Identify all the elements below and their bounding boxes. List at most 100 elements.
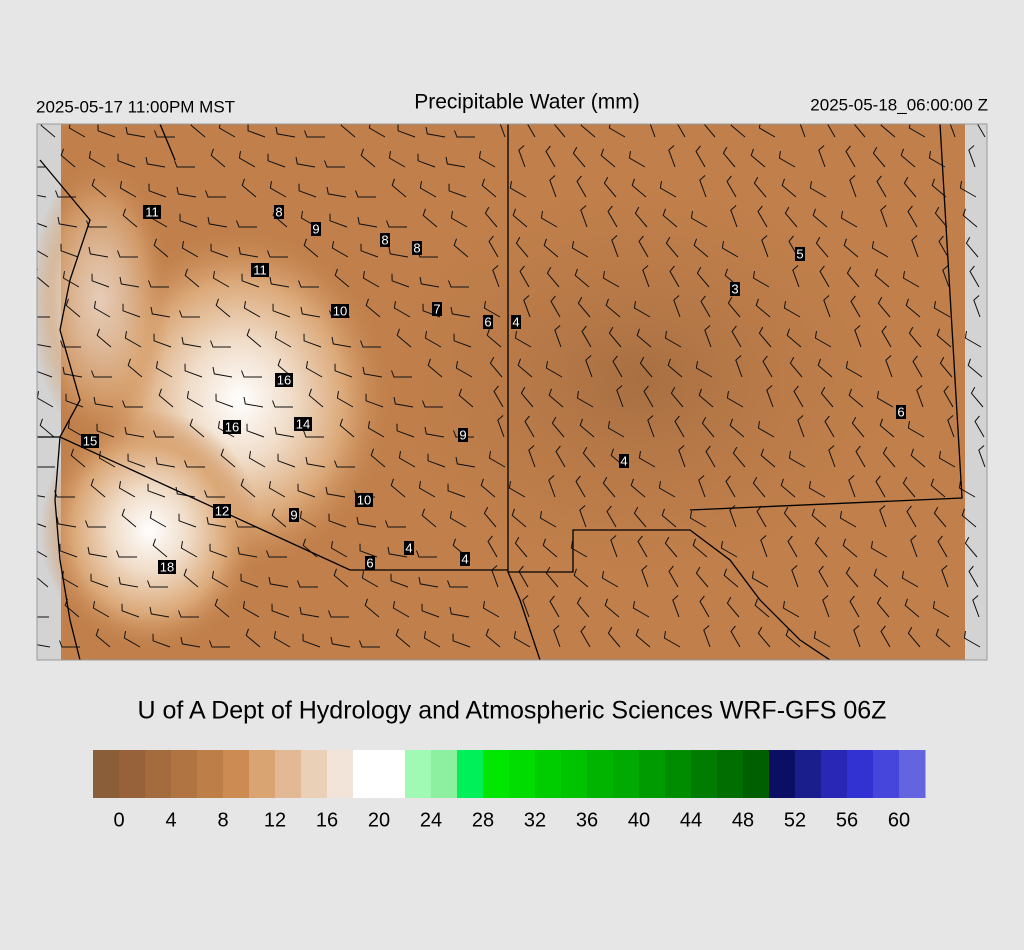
wind-barb [880, 124, 896, 138]
wind-barb [211, 571, 229, 588]
wind-barb [299, 606, 320, 618]
wind-barb [546, 266, 560, 288]
colorbar-tick-label: 40 [628, 809, 650, 831]
wind-barb [37, 316, 50, 318]
wind-barb [699, 595, 710, 618]
wind-barb [967, 358, 983, 378]
wind-barb [721, 241, 739, 258]
wind-barb [179, 310, 200, 318]
wind-barb [214, 598, 230, 618]
wind-barb [123, 631, 141, 648]
wind-barb [791, 565, 799, 588]
wind-barb [881, 325, 892, 348]
wind-barb [453, 333, 472, 348]
wind-barb [308, 388, 324, 408]
wind-barb [730, 205, 738, 228]
wind-barb [37, 616, 49, 618]
borders [37, 124, 963, 660]
wind-barb [93, 396, 114, 408]
wind-barb [647, 415, 655, 438]
wind-barb [908, 124, 926, 138]
wind-barb [360, 243, 379, 258]
wind-barb [450, 306, 471, 318]
wind-barb [689, 511, 707, 528]
wind-barb [449, 511, 467, 528]
colorbar-segment [171, 750, 198, 798]
wind-barb [355, 190, 376, 198]
wind-barb [37, 222, 48, 228]
wind-barb [663, 631, 681, 648]
wind-barb [117, 153, 136, 168]
wind-barb [240, 573, 259, 588]
wind-barb [751, 571, 769, 588]
wind-barb [300, 306, 321, 318]
valid-local-time: 2025-05-17 11:00PM MST [36, 97, 235, 116]
wind-barb [789, 356, 803, 378]
wind-barb [668, 565, 679, 588]
wind-barb [658, 481, 676, 498]
wind-barb [393, 301, 411, 318]
station-box [311, 222, 321, 236]
station-box [511, 315, 521, 329]
wind-barb [518, 145, 526, 168]
wind-barb [364, 598, 380, 618]
wind-barb [492, 265, 500, 288]
wind-barb [334, 363, 353, 378]
wind-barb [642, 265, 650, 288]
map-frame [36, 123, 988, 661]
wind-barb [607, 205, 618, 228]
wind-barb [729, 418, 745, 438]
wind-barb [303, 430, 324, 438]
wind-barb [454, 130, 475, 138]
wind-barb [575, 475, 586, 498]
wind-barb [814, 536, 828, 558]
wind-barb [212, 271, 230, 288]
wind-barb [210, 340, 231, 348]
station-box [331, 304, 349, 318]
wind-barb [336, 391, 354, 408]
wind-barb [667, 358, 683, 378]
wind-barb [153, 238, 169, 258]
wind-barb [326, 186, 347, 198]
wind-barb [298, 280, 319, 288]
colorbar-segment [483, 750, 510, 798]
wind-barb [149, 606, 170, 618]
wind-barb [876, 175, 887, 198]
wind-barb [396, 328, 412, 348]
wind-barb [750, 148, 766, 168]
wind-barb [853, 625, 861, 648]
wind-barb [385, 520, 406, 528]
wind-barb [303, 333, 322, 348]
wind-barb [299, 511, 317, 528]
wind-barb [608, 326, 622, 348]
wind-barb [508, 481, 526, 498]
wind-barb [676, 124, 686, 138]
wind-barb [698, 388, 714, 408]
wind-barb [118, 576, 139, 588]
wind-barb [786, 328, 802, 348]
border [159, 124, 176, 161]
wind-barb [267, 250, 288, 258]
colorbar-tick-label: 24 [420, 809, 442, 831]
wind-barb [90, 573, 109, 588]
wind-barb [368, 124, 386, 138]
wind-barb [295, 156, 316, 168]
wind-barb [215, 393, 234, 408]
border [507, 571, 541, 660]
wind-barb [963, 631, 981, 648]
wind-barb [524, 415, 535, 438]
wind-barb [571, 241, 589, 258]
wind-barb [522, 595, 530, 618]
wind-barb [509, 181, 527, 198]
wind-barb [678, 445, 686, 468]
wind-barb [638, 451, 656, 468]
wind-barb [62, 366, 83, 378]
wind-barb [484, 206, 498, 228]
wind-barb [370, 448, 386, 468]
wind-barb [118, 481, 136, 498]
wind-barb [822, 595, 830, 618]
wind-barb [246, 423, 265, 438]
wind-barb [539, 511, 557, 528]
wind-barb [700, 295, 711, 318]
